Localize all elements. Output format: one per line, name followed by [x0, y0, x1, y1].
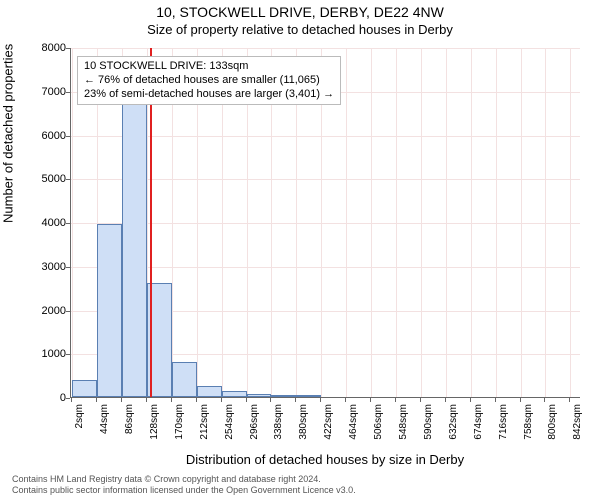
- chart-title: 10, STOCKWELL DRIVE, DERBY, DE22 4NW: [0, 4, 600, 20]
- x-tick-mark: [320, 398, 321, 402]
- y-tick-mark: [66, 311, 70, 312]
- x-tick-mark: [495, 398, 496, 402]
- y-tick-mark: [66, 354, 70, 355]
- chart-container: 10, STOCKWELL DRIVE, DERBY, DE22 4NW Siz…: [0, 0, 600, 500]
- x-tick-mark: [196, 398, 197, 402]
- histogram-bar: [197, 386, 222, 397]
- x-tick-mark: [246, 398, 247, 402]
- y-tick-mark: [66, 48, 70, 49]
- x-tick-label: 548sqm: [398, 404, 409, 440]
- histogram-bar: [271, 395, 296, 397]
- y-tick-label: 2000: [6, 305, 66, 317]
- x-tick-label: 128sqm: [149, 404, 160, 440]
- x-tick-label: 800sqm: [547, 404, 558, 440]
- x-axis-label: Distribution of detached houses by size …: [70, 452, 580, 467]
- x-tick-mark: [470, 398, 471, 402]
- y-tick-label: 3000: [6, 261, 66, 273]
- y-tick-label: 0: [6, 392, 66, 404]
- gridline-vertical: [521, 48, 522, 397]
- x-tick-label: 338sqm: [273, 404, 284, 440]
- x-tick-label: 296sqm: [249, 404, 260, 440]
- annotation-line: 23% of semi-detached houses are larger (…: [84, 88, 334, 102]
- y-tick-label: 6000: [6, 130, 66, 142]
- x-tick-label: 464sqm: [348, 404, 359, 440]
- x-tick-label: 422sqm: [323, 404, 334, 440]
- gridline-vertical: [545, 48, 546, 397]
- gridline-vertical: [471, 48, 472, 397]
- x-tick-mark: [96, 398, 97, 402]
- x-tick-mark: [295, 398, 296, 402]
- x-tick-mark: [221, 398, 222, 402]
- x-tick-mark: [71, 398, 72, 402]
- x-tick-label: 674sqm: [473, 404, 484, 440]
- x-tick-label: 716sqm: [498, 404, 509, 440]
- y-tick-mark: [66, 136, 70, 137]
- annotation-line: ← 76% of detached houses are smaller (11…: [84, 74, 334, 88]
- x-tick-mark: [569, 398, 570, 402]
- annotation-box: 10 STOCKWELL DRIVE: 133sqm ← 76% of deta…: [77, 56, 341, 105]
- footer-line: Contains public sector information licen…: [12, 485, 588, 496]
- x-tick-label: 212sqm: [199, 404, 210, 440]
- x-tick-label: 170sqm: [174, 404, 185, 440]
- annotation-line: 10 STOCKWELL DRIVE: 133sqm: [84, 60, 334, 74]
- histogram-bar: [296, 395, 321, 397]
- histogram-bar: [222, 391, 247, 397]
- x-tick-mark: [445, 398, 446, 402]
- x-tick-label: 2sqm: [74, 404, 85, 428]
- y-tick-mark: [66, 267, 70, 268]
- histogram-bar: [72, 380, 97, 398]
- y-tick-mark: [66, 179, 70, 180]
- gridline-vertical: [446, 48, 447, 397]
- gridline-vertical: [72, 48, 73, 397]
- gridline-vertical: [346, 48, 347, 397]
- x-tick-label: 44sqm: [99, 404, 110, 434]
- x-tick-label: 590sqm: [423, 404, 434, 440]
- x-tick-mark: [395, 398, 396, 402]
- histogram-bar: [122, 102, 147, 397]
- x-tick-mark: [520, 398, 521, 402]
- x-tick-label: 842sqm: [572, 404, 583, 440]
- gridline-vertical: [570, 48, 571, 397]
- y-tick-mark: [66, 92, 70, 93]
- y-tick-label: 1000: [6, 348, 66, 360]
- y-tick-label: 8000: [6, 42, 66, 54]
- gridline-vertical: [421, 48, 422, 397]
- x-tick-mark: [146, 398, 147, 402]
- x-tick-label: 254sqm: [224, 404, 235, 440]
- x-tick-label: 758sqm: [523, 404, 534, 440]
- x-tick-mark: [420, 398, 421, 402]
- gridline-vertical: [371, 48, 372, 397]
- histogram-bar: [97, 224, 122, 397]
- gridline-vertical: [396, 48, 397, 397]
- y-tick-label: 7000: [6, 86, 66, 98]
- footer-attribution: Contains HM Land Registry data © Crown c…: [12, 474, 588, 496]
- y-tick-mark: [66, 223, 70, 224]
- x-tick-mark: [544, 398, 545, 402]
- x-tick-mark: [345, 398, 346, 402]
- x-tick-label: 632sqm: [448, 404, 459, 440]
- x-tick-mark: [370, 398, 371, 402]
- x-tick-mark: [121, 398, 122, 402]
- x-tick-mark: [270, 398, 271, 402]
- y-tick-label: 4000: [6, 217, 66, 229]
- x-tick-label: 380sqm: [298, 404, 309, 440]
- x-tick-mark: [171, 398, 172, 402]
- gridline-vertical: [496, 48, 497, 397]
- plot-area: 10 STOCKWELL DRIVE: 133sqm ← 76% of deta…: [70, 48, 580, 398]
- histogram-bar: [172, 362, 197, 397]
- histogram-bar: [247, 394, 272, 398]
- chart-subtitle: Size of property relative to detached ho…: [0, 22, 600, 37]
- x-tick-label: 506sqm: [373, 404, 384, 440]
- y-tick-mark: [66, 398, 70, 399]
- y-tick-label: 5000: [6, 173, 66, 185]
- footer-line: Contains HM Land Registry data © Crown c…: [12, 474, 588, 485]
- x-tick-label: 86sqm: [124, 404, 135, 434]
